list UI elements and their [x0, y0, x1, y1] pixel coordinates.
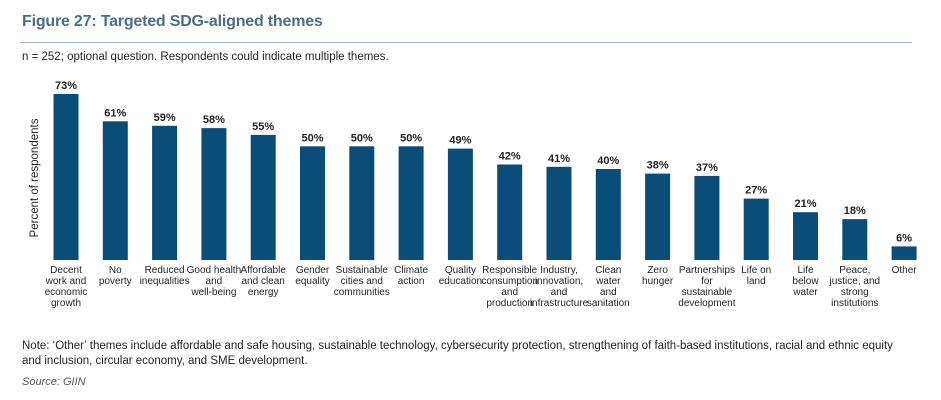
category-label: Partnerships for sustainable development: [678, 265, 735, 309]
category-label: Other: [892, 265, 918, 276]
category-label: Gender equality: [295, 265, 330, 287]
bar: [743, 198, 769, 260]
data-label: 73%: [55, 80, 77, 92]
data-label: 58%: [203, 114, 225, 126]
data-label: 6%: [896, 232, 912, 244]
category-label: No poverty: [99, 265, 132, 287]
bar: [793, 212, 818, 260]
data-label: 50%: [400, 132, 422, 144]
data-label: 49%: [449, 135, 471, 147]
bar: [349, 146, 375, 260]
bar: [497, 164, 523, 260]
category-label: Zero hunger: [642, 265, 674, 287]
bar: [645, 173, 671, 260]
figure-title: Figure 27: Targeted SDG-aligned themes: [22, 13, 323, 30]
bar: [250, 134, 276, 260]
y-axis-label: Percent of respondents: [29, 118, 41, 237]
bar: [891, 246, 917, 260]
category-label: Good health and well-being: [187, 265, 242, 298]
data-label: 50%: [351, 132, 373, 144]
bar: [398, 146, 424, 260]
category-label: Life on land: [741, 265, 771, 287]
data-label: 55%: [252, 121, 274, 133]
bar: [595, 169, 621, 260]
bar: [102, 121, 128, 260]
bar-chart: Percent of respondents 73% Decent work and…: [29, 80, 918, 309]
data-label: 42%: [499, 151, 521, 163]
bar: [53, 94, 79, 260]
data-label: 21%: [794, 198, 816, 210]
figure-source: Source: GIIN: [22, 376, 86, 388]
category-label: Sustainable cities and communities: [334, 265, 390, 298]
bar: [842, 219, 868, 260]
bar: [300, 146, 325, 260]
figure-subtitle: n = 252; optional question. Respondents …: [22, 51, 389, 63]
bar: [447, 148, 473, 260]
bar: [201, 128, 227, 260]
bar: [152, 125, 178, 260]
category-label: Responsible consumption and production: [481, 265, 538, 309]
category-label: Affordable and clean energy: [240, 265, 286, 298]
bar: [546, 166, 572, 260]
category-label: Life below water: [792, 265, 819, 298]
figure-note: Note: ‘Other’ themes include affordable …: [22, 340, 893, 367]
data-label: 41%: [548, 153, 570, 165]
data-label: 37%: [696, 162, 718, 174]
category-label: Industry, innovation, and infrastructure: [530, 265, 589, 309]
category-label: Reduced inequalities: [140, 265, 190, 287]
data-label: 59%: [154, 112, 176, 124]
data-label: 61%: [104, 107, 126, 119]
data-label: 40%: [597, 155, 619, 167]
category-label: Climate action: [394, 265, 428, 287]
data-label: 38%: [647, 160, 669, 172]
category-label: Quality education: [439, 265, 482, 287]
data-label: 50%: [301, 132, 323, 144]
title-divider: [20, 42, 912, 43]
category-label: Decent work and economic growth: [45, 265, 88, 309]
data-label: 27%: [745, 185, 767, 197]
bar: [694, 175, 720, 260]
data-label: 18%: [844, 205, 866, 217]
category-label: Clean water and sanitation: [587, 265, 630, 309]
category-label: Peace, justice, and strong institutions: [829, 265, 881, 309]
